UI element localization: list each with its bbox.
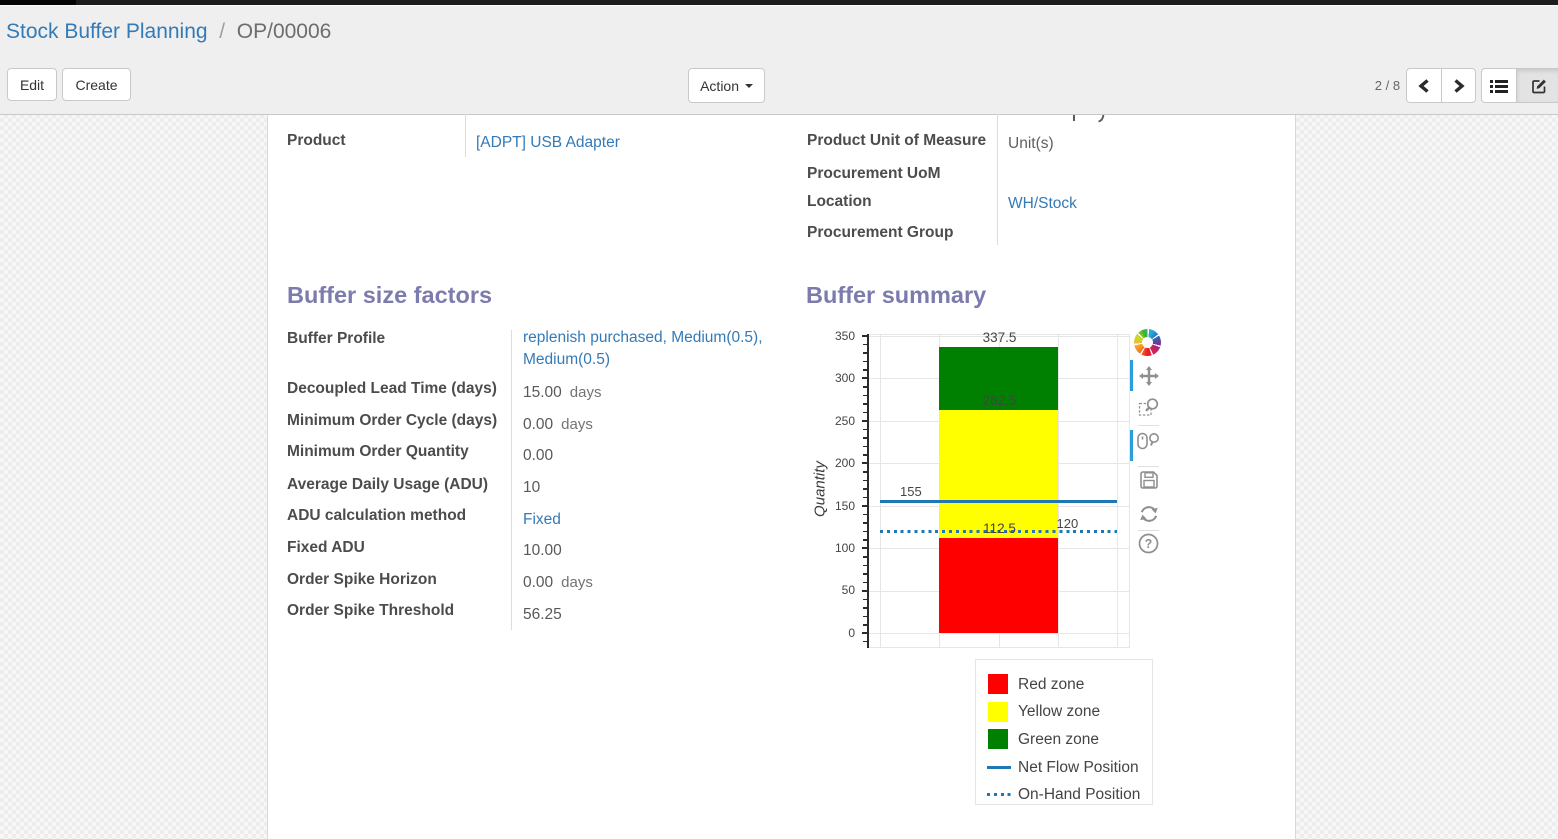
svg-text:?: ? (1145, 537, 1153, 551)
